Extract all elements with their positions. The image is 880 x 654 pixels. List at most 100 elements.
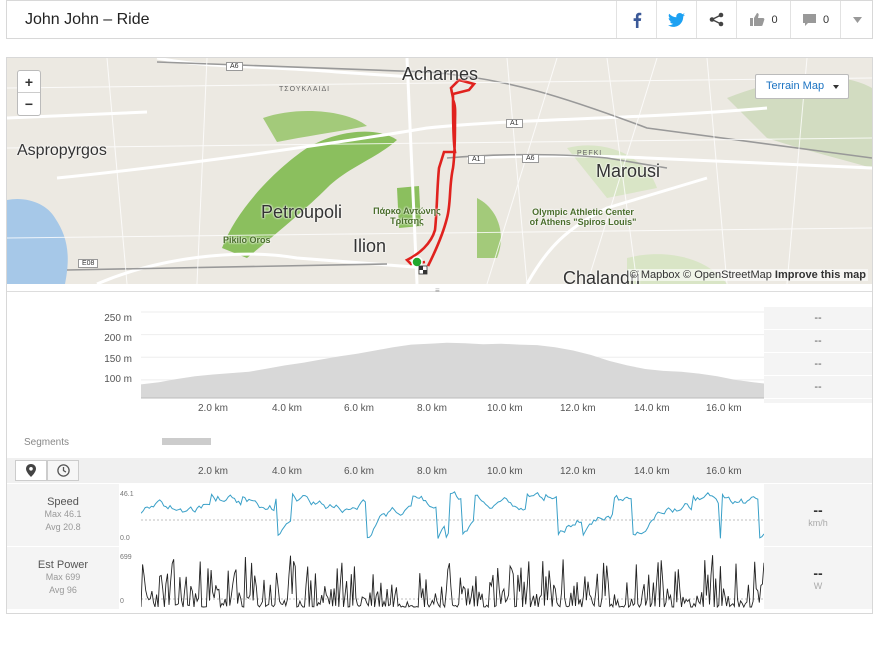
speed-avg: Avg 20.8: [45, 522, 81, 532]
analysis-x-tick: 6.0 km: [344, 466, 375, 477]
map-resize-bar[interactable]: [7, 284, 872, 292]
elevation-x-tick: 8.0 km: [417, 403, 448, 414]
elevation-stat: --: [764, 376, 872, 399]
elevation-stat: --: [764, 353, 872, 376]
speed-stream[interactable]: Speed Max 46.1 Avg 20.8 46.1 0.0 -- km/h: [7, 484, 872, 546]
activity-title: John John – Ride: [25, 11, 150, 28]
map-label-aspropyrgos: Aspropyrgos: [17, 142, 107, 159]
map-label-olympic-center: Olympic Athletic Center of Athens "Spiro…: [529, 207, 637, 227]
elevation-area-svg: [141, 311, 764, 399]
power-name: Est Power: [37, 559, 89, 571]
more-actions-button[interactable]: [840, 1, 873, 38]
grip-icon[interactable]: ≡: [435, 286, 440, 295]
analysis-x-tick: 8.0 km: [417, 466, 448, 477]
road-shield: A1: [506, 119, 523, 128]
speed-max: Max 46.1: [44, 509, 82, 519]
speed-unit: km/h: [808, 518, 828, 528]
analysis-x-tick: 14.0 km: [634, 466, 670, 477]
kudos-button[interactable]: 0: [736, 1, 790, 38]
speed-line-svg: [141, 491, 764, 539]
map-label-marousi: Marousi: [596, 161, 661, 181]
improve-map-link[interactable]: Improve this map: [774, 269, 866, 281]
speed-value: --: [813, 502, 823, 518]
speed-line: [141, 491, 764, 539]
analysis-x-tick: 12.0 km: [560, 466, 596, 477]
map-layer-label: Terrain Map: [766, 80, 825, 92]
speed-value-box: -- km/h: [764, 484, 872, 546]
comments-button[interactable]: 0: [790, 1, 840, 38]
analysis-x-tick: 16.0 km: [706, 466, 742, 477]
map-label-petroupoli: Petroupoli: [261, 202, 343, 222]
elevation-chart[interactable]: 250 m 200 m 150 m 100 m 2.0 km 4.0 km 6.…: [7, 293, 872, 418]
map-zoom-control: + −: [17, 70, 41, 116]
road-shield: E08: [78, 259, 99, 268]
power-stream[interactable]: Est Power Max 699 Avg 96 699 0 -- W: [7, 547, 872, 609]
elevation-stats: -- -- -- --: [764, 307, 872, 403]
map-label-pikilo-oros: Pikilo Oros: [223, 235, 271, 245]
speed-y-max: 46.1: [120, 491, 134, 498]
start-marker: [411, 256, 423, 268]
twitter-share-button[interactable]: [656, 1, 696, 38]
power-value: --: [813, 565, 823, 581]
power-value-box: -- W: [764, 547, 872, 609]
activity-header: John John – Ride 0 0: [6, 0, 873, 39]
distance-mode-button[interactable]: [15, 460, 47, 481]
twitter-icon: [668, 12, 685, 27]
chevron-down-icon: [852, 16, 862, 23]
power-line: [141, 555, 764, 609]
elevation-x-tick: 16.0 km: [706, 403, 742, 414]
power-label-box: Est Power Max 699 Avg 96: [7, 547, 119, 609]
analysis-x-tick: 4.0 km: [272, 466, 303, 477]
analysis-toolbar: 2.0 km 4.0 km 6.0 km 8.0 km 10.0 km 12.0…: [7, 458, 872, 483]
road-shield: A6: [226, 62, 243, 71]
share-icon: [709, 12, 724, 27]
elevation-y-tick: 100 m: [104, 374, 132, 385]
facebook-icon: [633, 12, 641, 28]
elevation-x-tick: 10.0 km: [487, 403, 523, 414]
elevation-y-tick: 200 m: [104, 333, 132, 344]
road-shield: A1: [468, 155, 485, 164]
route-map[interactable]: Acharnes Aspropyrgos Marousi Petroupoli …: [7, 58, 872, 284]
elevation-stat: --: [764, 330, 872, 353]
map-label-acharnes: Acharnes: [402, 64, 479, 84]
activity-panel: Acharnes Aspropyrgos Marousi Petroupoli …: [6, 57, 873, 614]
map-base-tiles: [7, 58, 872, 284]
analysis-x-tick: 10.0 km: [487, 466, 523, 477]
elevation-x-tick: 2.0 km: [198, 403, 229, 414]
comments-count: 0: [822, 13, 830, 26]
power-line-svg: [141, 555, 764, 609]
elevation-y-tick: 150 m: [104, 354, 132, 365]
speed-name: Speed: [47, 496, 79, 508]
map-label-pefki: PEFKI: [577, 150, 603, 157]
elevation-x-tick: 14.0 km: [634, 403, 670, 414]
segments-label: Segments: [24, 437, 70, 448]
comment-icon: [802, 13, 816, 26]
thumbs-up-icon: [750, 13, 765, 26]
share-button[interactable]: [696, 1, 736, 38]
speed-label-box: Speed Max 46.1 Avg 20.8: [7, 484, 119, 546]
elevation-x-tick: 12.0 km: [560, 403, 596, 414]
map-label-chalandri: Chalandri: [563, 268, 641, 284]
elevation-y-tick: 250 m: [104, 313, 132, 324]
segment-bar[interactable]: [162, 438, 211, 445]
analysis-x-tick: 2.0 km: [198, 466, 229, 477]
facebook-share-button[interactable]: [616, 1, 656, 38]
map-label-tsouklidi: ΤΣΟΥΚΛΑΙΔΙ: [279, 86, 331, 93]
map-layer-select[interactable]: Terrain Map: [755, 74, 849, 99]
attribution-text: © Mapbox © OpenStreetMap: [629, 269, 775, 281]
elevation-area: [141, 342, 764, 398]
elevation-x-tick: 4.0 km: [272, 403, 303, 414]
map-label-ilion: Ilion: [353, 236, 387, 256]
caret-down-icon: [833, 85, 839, 89]
map-attribution: © Mapbox © OpenStreetMap Improve this ma…: [627, 269, 868, 281]
zoom-in-button[interactable]: +: [18, 71, 40, 93]
zoom-out-button[interactable]: −: [24, 96, 34, 112]
kudos-count: 0: [771, 13, 778, 26]
finish-flag-icon: [418, 265, 428, 275]
route-line: [404, 78, 477, 267]
time-mode-button[interactable]: [47, 460, 79, 481]
road-shield: A6: [522, 154, 539, 163]
power-y-min: 0: [120, 598, 124, 605]
elevation-x-tick: 6.0 km: [344, 403, 375, 414]
map-label-park: Πάρκο Αντώνης Τρίτσης: [373, 206, 441, 226]
